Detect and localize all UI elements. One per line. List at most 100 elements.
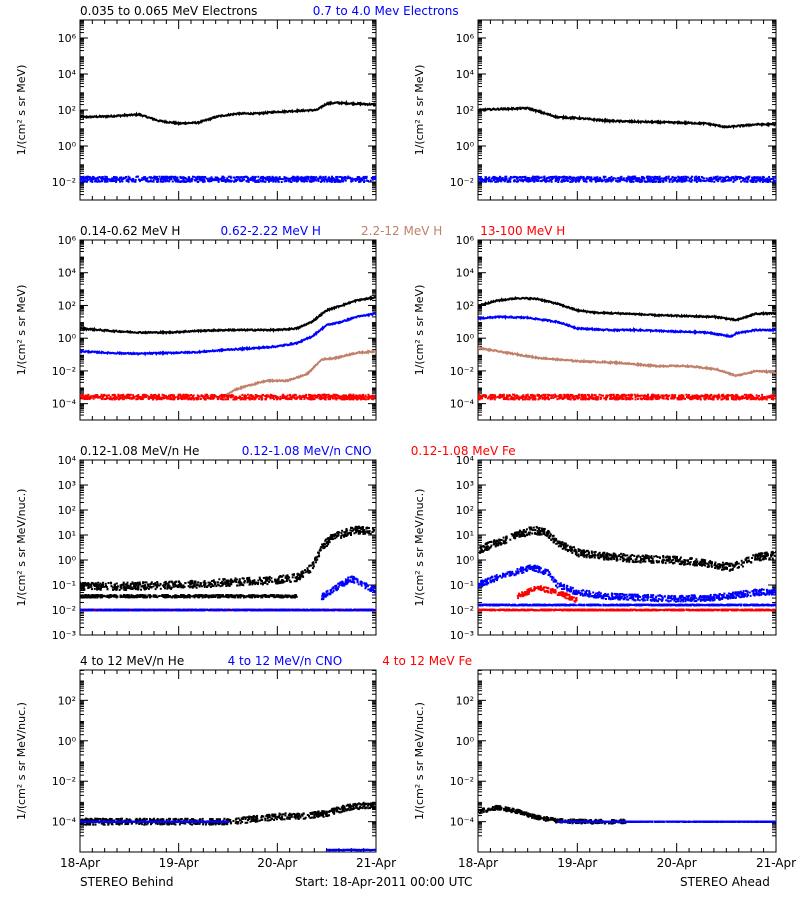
data-point bbox=[317, 177, 320, 180]
data-point bbox=[310, 180, 313, 183]
data-point bbox=[296, 577, 298, 580]
data-point bbox=[328, 539, 331, 542]
data-point bbox=[570, 394, 572, 396]
data-point bbox=[173, 581, 176, 584]
data-point bbox=[104, 175, 107, 178]
data-point bbox=[360, 398, 362, 401]
data-point bbox=[252, 582, 255, 585]
data-point bbox=[147, 396, 150, 399]
data-point bbox=[645, 180, 648, 183]
data-point bbox=[572, 176, 575, 179]
data-point bbox=[646, 396, 649, 399]
data-point bbox=[688, 394, 691, 397]
data-point bbox=[332, 393, 335, 396]
data-point bbox=[230, 180, 233, 183]
data-point bbox=[266, 583, 269, 586]
data-point bbox=[170, 587, 173, 590]
data-point bbox=[91, 178, 94, 181]
data-point bbox=[745, 393, 748, 396]
data-point bbox=[768, 178, 771, 181]
data-point bbox=[112, 586, 115, 589]
data-point bbox=[634, 398, 637, 401]
data-point bbox=[289, 394, 291, 397]
data-point bbox=[160, 180, 163, 183]
data-point bbox=[594, 397, 597, 400]
data-point bbox=[559, 176, 562, 179]
data-point bbox=[494, 180, 497, 183]
data-point bbox=[307, 176, 310, 178]
data-point bbox=[137, 588, 140, 591]
data-point bbox=[504, 177, 507, 180]
data-point bbox=[295, 179, 297, 182]
data-point bbox=[559, 395, 562, 398]
data-point bbox=[571, 394, 574, 396]
data-point bbox=[486, 397, 489, 400]
data-point bbox=[327, 537, 330, 540]
data-point bbox=[617, 398, 620, 400]
data-point bbox=[124, 588, 127, 591]
data-point bbox=[171, 175, 174, 178]
data-point bbox=[172, 395, 174, 398]
data-point bbox=[730, 396, 733, 399]
data-point bbox=[356, 526, 359, 528]
data-point bbox=[536, 176, 539, 179]
data-point bbox=[346, 533, 349, 536]
data-point bbox=[210, 397, 213, 400]
data-point bbox=[554, 393, 557, 396]
data-point bbox=[370, 177, 373, 179]
data-point bbox=[373, 528, 376, 531]
data-point bbox=[572, 398, 575, 401]
data-point bbox=[628, 397, 631, 400]
data-point bbox=[333, 177, 336, 180]
data-point bbox=[156, 176, 158, 178]
data-point bbox=[250, 395, 253, 398]
data-point bbox=[583, 394, 585, 397]
data-point bbox=[674, 179, 677, 182]
data-point bbox=[207, 581, 210, 584]
series-line bbox=[80, 312, 376, 357]
data-point bbox=[127, 175, 130, 178]
data-point bbox=[547, 180, 550, 183]
data-point bbox=[595, 179, 598, 182]
data-point bbox=[746, 178, 749, 181]
data-point bbox=[658, 175, 661, 178]
data-point bbox=[642, 397, 645, 400]
data-point bbox=[498, 395, 501, 398]
data-point bbox=[768, 176, 771, 178]
series-1 bbox=[478, 175, 776, 183]
data-point bbox=[175, 585, 177, 588]
data-point bbox=[243, 581, 246, 584]
data-point bbox=[143, 176, 146, 179]
chart-protons: 0.14-0.62 MeV H 0.62-2.22 MeV H 2.2-12 MeV… bbox=[15, 224, 777, 421]
data-point bbox=[681, 396, 684, 399]
data-point bbox=[158, 395, 160, 398]
data-point bbox=[177, 397, 180, 400]
data-point bbox=[314, 557, 316, 560]
data-point bbox=[755, 177, 758, 180]
data-point bbox=[106, 396, 109, 399]
data-point bbox=[112, 179, 115, 182]
data-point bbox=[641, 177, 644, 180]
data-point bbox=[339, 176, 342, 178]
data-point bbox=[274, 395, 277, 398]
data-point bbox=[91, 395, 94, 398]
data-point bbox=[187, 581, 190, 584]
data-point bbox=[195, 586, 198, 589]
data-point bbox=[300, 572, 303, 575]
y-tick-label: 10⁰ bbox=[456, 332, 475, 345]
data-point bbox=[650, 180, 653, 183]
data-point bbox=[760, 398, 763, 401]
data-point bbox=[600, 394, 603, 397]
data-point bbox=[321, 179, 324, 182]
data-point bbox=[572, 396, 575, 399]
data-point bbox=[755, 394, 758, 397]
data-point bbox=[569, 395, 572, 398]
data-point bbox=[118, 395, 121, 398]
data-point bbox=[227, 582, 229, 585]
data-point bbox=[368, 396, 371, 399]
data-point bbox=[286, 177, 289, 180]
data-point bbox=[160, 175, 163, 178]
data-point bbox=[276, 579, 279, 582]
data-point bbox=[546, 393, 549, 396]
data-point bbox=[650, 397, 653, 400]
